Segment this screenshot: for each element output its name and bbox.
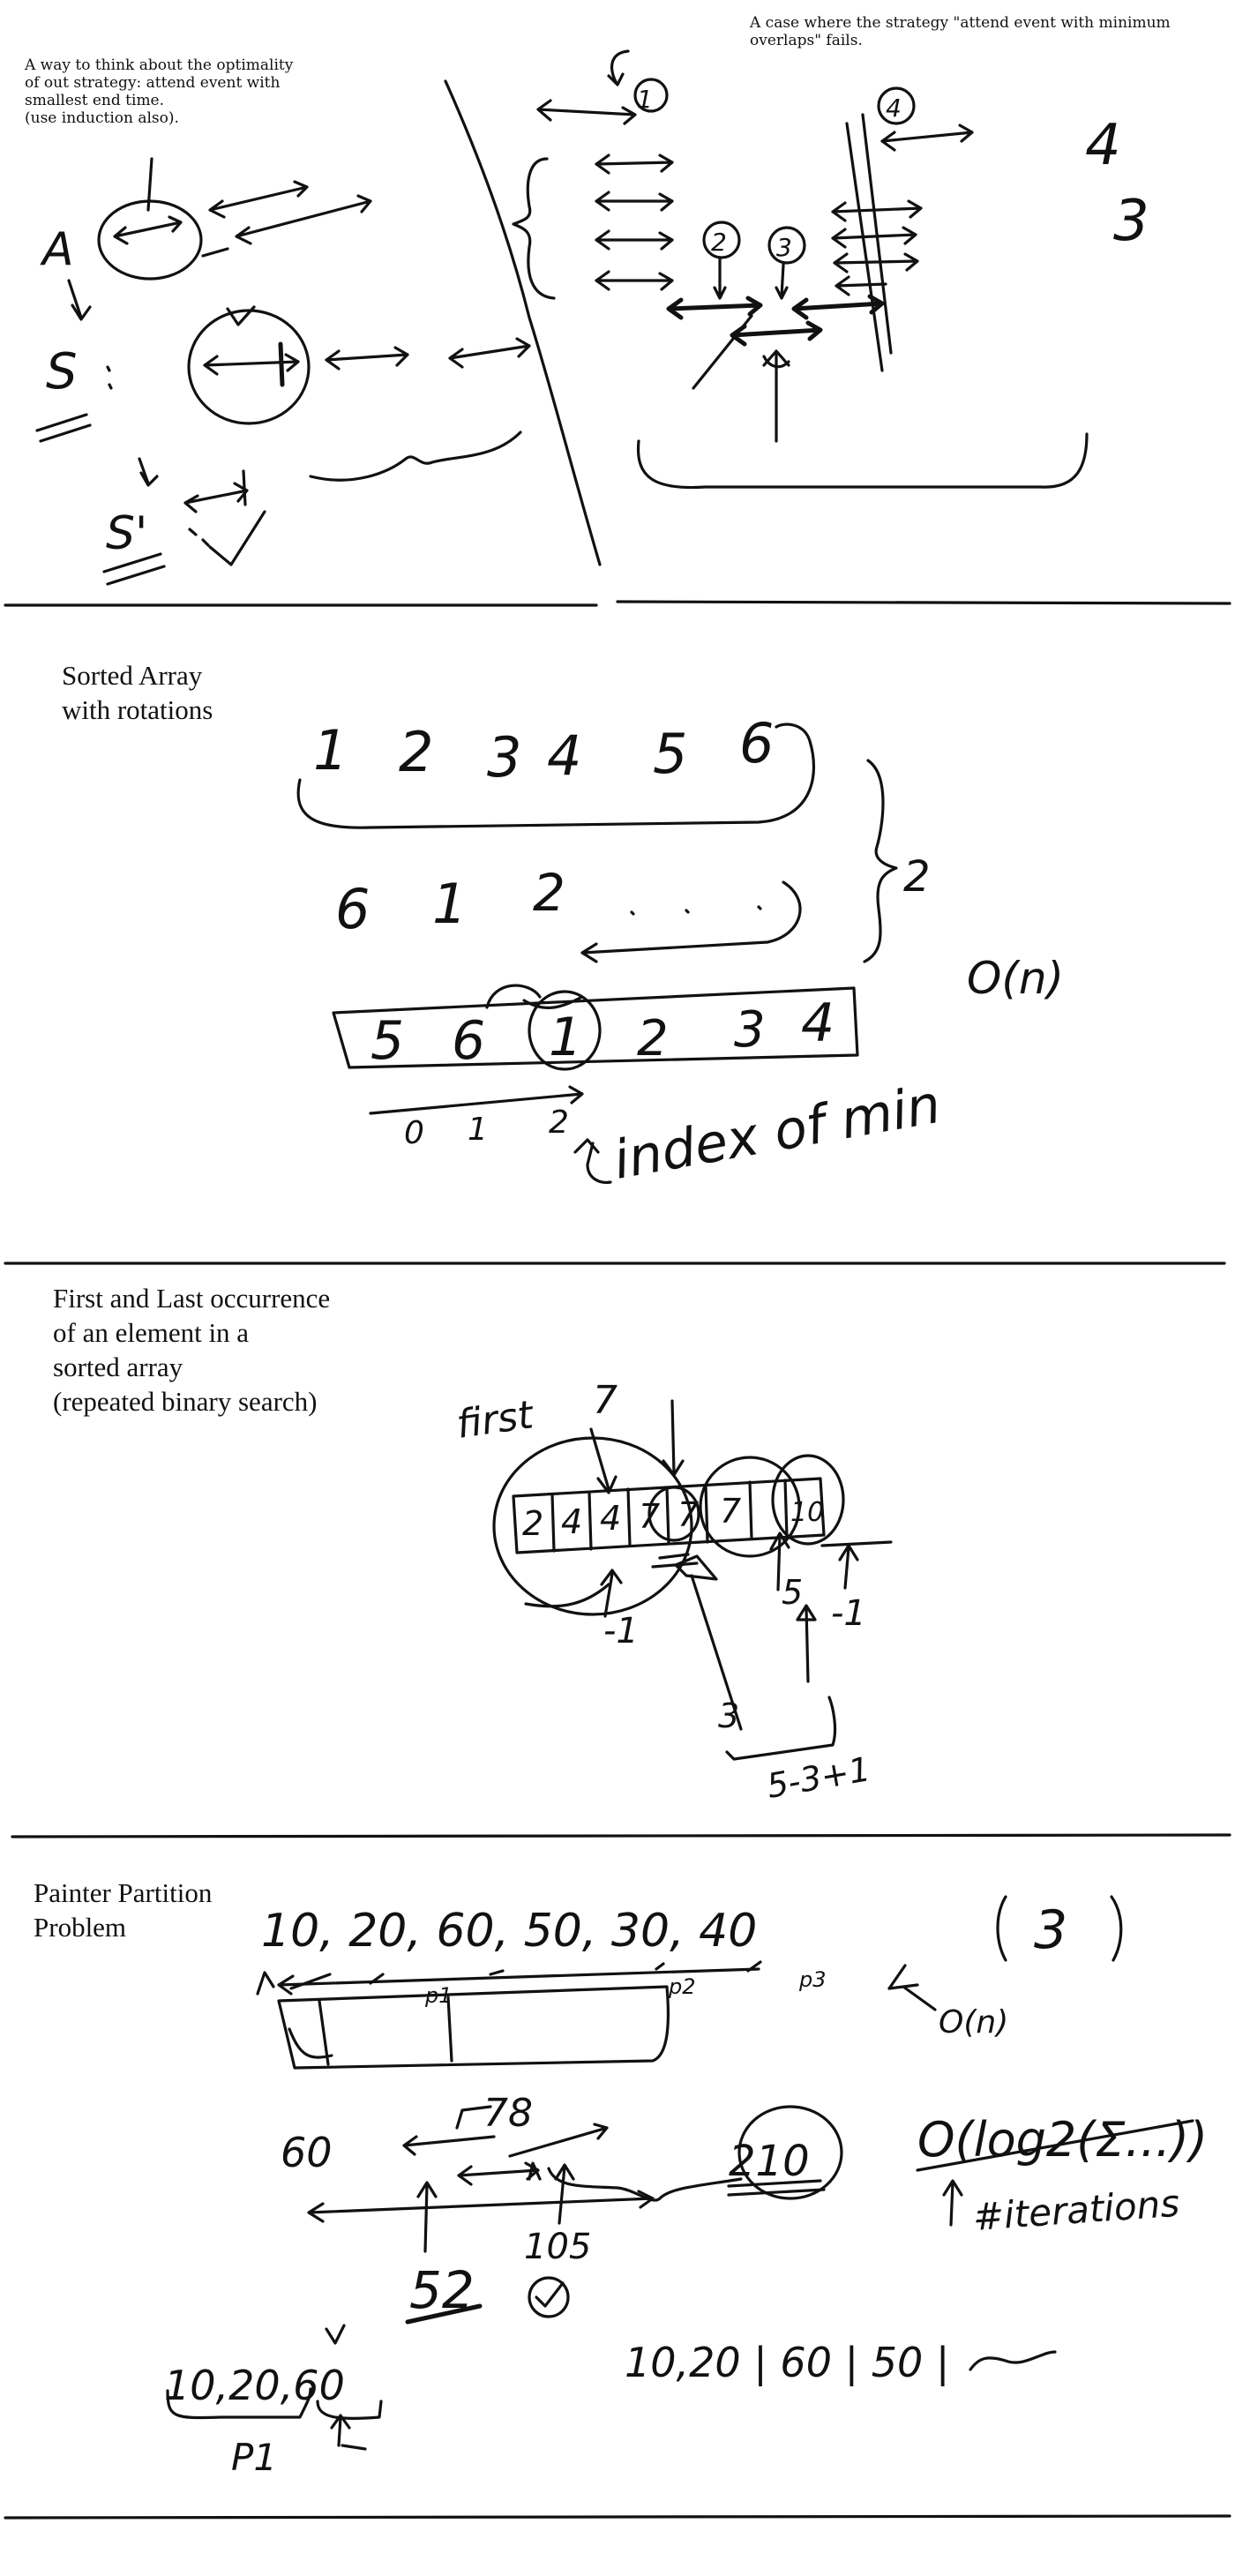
- label-a: A: [40, 223, 74, 276]
- brace-label: 2: [903, 852, 931, 902]
- marker-range-count: 5-3+1: [764, 1749, 873, 1806]
- partition-p2: p2: [668, 1974, 696, 1999]
- group-example: 10,20,60: [164, 2362, 345, 2409]
- group-label-p1: P1: [231, 2436, 277, 2479]
- array-value: 2: [522, 1504, 543, 1543]
- marker-neg1-left: -1: [603, 1611, 639, 1651]
- boards-list: 10, 20, 60, 50, 30, 40: [261, 1905, 757, 1958]
- right-number-3: 3: [1113, 189, 1149, 254]
- row3-value: 1: [549, 1007, 582, 1068]
- circled-2: 2: [711, 228, 727, 257]
- row2-value: 1: [432, 872, 467, 936]
- sorted-array-drawing: 1 2 3 4 5 6 2 6 1 2 O(n) 5 6 1 2 3 4: [296, 711, 1064, 1192]
- row1-value: 3: [487, 725, 521, 790]
- row3-values: 5 6 1 2 3 4: [370, 992, 835, 1072]
- heading-sorted-array: Sorted Array with rotations: [62, 660, 213, 725]
- row3-value: 3: [734, 1001, 766, 1059]
- marker-5: 5: [782, 1573, 803, 1612]
- complexity-on: O(n): [939, 2004, 1008, 2041]
- first-value: 7: [593, 1378, 618, 1423]
- mid-value-78: 78: [483, 2091, 533, 2136]
- painters-count: 3: [1034, 1899, 1067, 1961]
- row2-values: 6 1 2: [335, 863, 565, 941]
- index-label: 2: [549, 1105, 569, 1141]
- divider-3: [11, 1833, 1231, 1838]
- circled-3: 3: [776, 233, 792, 262]
- label-s: S: [46, 343, 78, 401]
- first-label: first: [453, 1392, 537, 1448]
- heading-first-last: First and Last occurrence of an element …: [53, 1283, 331, 1417]
- row1-value: 4: [547, 723, 581, 788]
- label-s-prime: S': [106, 507, 147, 560]
- divider-4: [4, 2514, 1231, 2520]
- row3-value: 2: [637, 1010, 669, 1067]
- first-last-drawing: first 7 2 4 4 7 7 7 10 -1 5 -1 3: [453, 1378, 893, 1806]
- mid-value-105: 105: [524, 2227, 591, 2267]
- heading-painter-partition: Painter Partition Problem: [34, 1877, 213, 1943]
- right-number-4: 4: [1085, 113, 1121, 178]
- row3-value: 6: [452, 1010, 485, 1072]
- index-label: 1: [468, 1112, 488, 1148]
- divider-1b: [616, 600, 1231, 605]
- circled-4: 4: [886, 94, 902, 123]
- split-example: 10,20 | 60 | 50 |: [625, 2339, 949, 2387]
- index-of-min-note: index of min: [609, 1074, 945, 1192]
- iterations-label: #iterations: [971, 2182, 1180, 2239]
- marker-3: 3: [718, 1696, 739, 1735]
- row1-value: 2: [399, 720, 433, 784]
- array-value: 4: [600, 1499, 621, 1538]
- marker-neg1-right: -1: [831, 1593, 866, 1634]
- index-label: 0: [404, 1115, 424, 1151]
- array-value: 7: [720, 1492, 741, 1531]
- row1-value: 5: [653, 722, 687, 786]
- row1-value: 1: [313, 718, 348, 783]
- row3-value: 4: [801, 992, 835, 1054]
- array-value: 4: [561, 1502, 582, 1541]
- painter-partition-drawing: 10, 20, 60, 50, 30, 40 3 p1 p2 p3 O(n) 6…: [164, 1895, 1208, 2479]
- row2-value: 6: [335, 877, 370, 941]
- minimum-overlaps-note: A case where the strategy "attend event …: [750, 14, 1171, 49]
- row1-values: 1 2 3 4 5 6: [313, 711, 774, 790]
- row1-value: 6: [739, 711, 774, 775]
- interval-scheduling-drawing: A S S' 1: [35, 49, 1149, 586]
- optimality-note: A way to think about the optimality of o…: [25, 56, 294, 127]
- range-high: 210: [729, 2137, 810, 2186]
- log-complexity: O(log2(Σ...)): [917, 2112, 1208, 2168]
- partition-p3: p3: [798, 1967, 827, 1992]
- range-low: 60: [281, 2129, 333, 2176]
- complexity-label: O(n): [967, 953, 1064, 1004]
- row2-value: 2: [533, 863, 565, 923]
- row3-value: 5: [370, 1010, 404, 1072]
